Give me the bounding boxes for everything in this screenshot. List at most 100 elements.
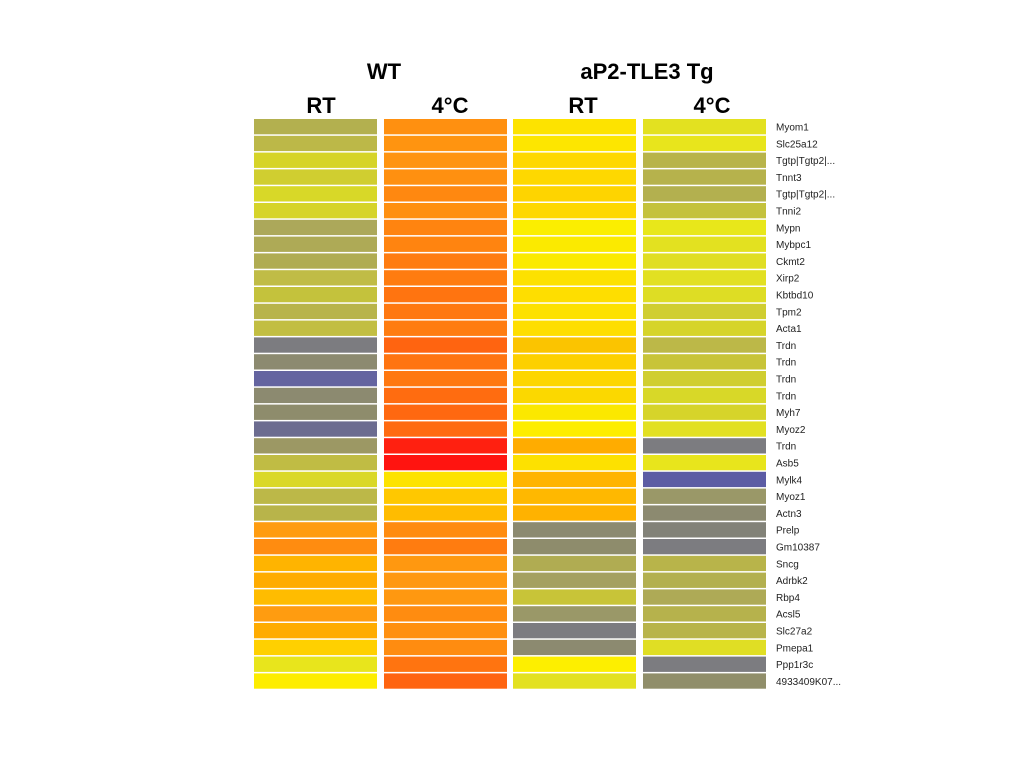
heatmap-cell — [513, 135, 636, 152]
row-label: Sncg — [776, 559, 799, 570]
heatmap-cell — [384, 320, 507, 336]
heatmap-cell — [384, 639, 507, 656]
heatmap-cell — [513, 639, 636, 656]
heatmap-cell — [254, 320, 377, 336]
heatmap-cell — [254, 572, 377, 588]
heatmap-cell — [643, 539, 766, 555]
row-label: Actn3 — [776, 509, 802, 520]
row-label: Mybpc1 — [776, 240, 811, 251]
heatmap-cell — [643, 387, 766, 404]
heatmap-cell — [513, 404, 636, 420]
heatmap-cell — [513, 303, 636, 320]
heatmap-cell — [384, 203, 507, 219]
heatmap-cell — [513, 522, 636, 538]
heatmap-cell — [254, 219, 377, 236]
column-label-1: 4°C — [432, 93, 469, 118]
heatmap-cell — [513, 203, 636, 219]
heatmap-cell — [513, 623, 636, 639]
heatmap-cell — [254, 236, 377, 252]
heatmap-cell — [643, 152, 766, 168]
heatmap-cell — [643, 505, 766, 521]
heatmap-cell — [384, 119, 507, 135]
column-label-3: 4°C — [694, 93, 731, 118]
heatmap-cell — [384, 455, 507, 471]
heatmap-cell — [384, 656, 507, 672]
row-label: Ppp1r3c — [776, 660, 813, 671]
row-label: Trdn — [776, 375, 796, 386]
heatmap-cell — [254, 505, 377, 521]
heatmap-cell — [384, 555, 507, 572]
row-label: Myoz2 — [776, 425, 806, 436]
heatmap-cell — [643, 488, 766, 504]
heatmap-cell — [384, 387, 507, 404]
heatmap-cell — [254, 471, 377, 488]
heatmap-cell — [384, 303, 507, 320]
heatmap-cell — [384, 606, 507, 622]
heatmap-cell — [643, 421, 766, 437]
heatmap-cell — [513, 421, 636, 437]
row-label: Prelp — [776, 526, 800, 537]
row-label: Slc25a12 — [776, 139, 818, 150]
heatmap-cell — [384, 673, 507, 689]
group-labels: WT aP2-TLE3 Tg — [367, 59, 714, 84]
heatmap-cell — [513, 387, 636, 404]
heatmap-cell — [643, 522, 766, 538]
heatmap-cell — [513, 253, 636, 269]
column-label-0: RT — [306, 93, 336, 118]
heatmap-cell — [384, 135, 507, 152]
row-label: Myh7 — [776, 408, 801, 419]
heatmap-cell — [384, 219, 507, 236]
row-label: Trdn — [776, 442, 796, 453]
heatmap-cell — [384, 287, 507, 303]
heatmap-cell — [513, 606, 636, 622]
row-label: Tpm2 — [776, 307, 802, 318]
heatmap-cell — [384, 253, 507, 269]
heatmap-cell — [384, 421, 507, 437]
heatmap-cell — [643, 471, 766, 488]
row-label: Mypn — [776, 223, 800, 234]
heatmap-cell — [513, 270, 636, 286]
heatmap-cell — [384, 354, 507, 370]
heatmap-cell — [384, 471, 507, 488]
row-label: Ckmt2 — [776, 257, 805, 268]
heatmap-cell — [643, 236, 766, 252]
heatmap-cell — [384, 186, 507, 202]
heatmap-cell — [513, 488, 636, 504]
row-label: Tnnt3 — [776, 173, 802, 184]
row-label: Tnni2 — [776, 207, 801, 218]
row-label: Myoz1 — [776, 492, 806, 503]
heatmap-cell — [384, 371, 507, 387]
heatmap-cell — [513, 186, 636, 202]
heatmap-cell — [254, 337, 377, 353]
heatmap-cell — [254, 639, 377, 656]
heatmap-cell — [643, 404, 766, 420]
heatmap-cell — [254, 623, 377, 639]
heatmap-cell — [513, 555, 636, 572]
heatmap-cell — [643, 320, 766, 336]
row-labels: Myom1 Slc25a12 Tgtp|Tgtp2|... Tnnt3 Tgtp|Tgt… — [776, 123, 841, 688]
heatmap-cell — [254, 589, 377, 605]
heatmap-cell — [513, 119, 636, 135]
heatmap-cell — [384, 404, 507, 420]
row-label: 4933409K07... — [776, 677, 841, 688]
heatmap-cell — [643, 438, 766, 454]
heatmap-cell — [513, 438, 636, 454]
heatmap-cell — [254, 656, 377, 672]
heatmap-cell — [513, 539, 636, 555]
heatmap-cell — [254, 438, 377, 454]
heatmap-cell — [254, 522, 377, 538]
heatmap-cell — [254, 606, 377, 622]
heatmap-cell — [513, 287, 636, 303]
group-label-0: WT — [367, 59, 402, 84]
heatmap-cell — [384, 438, 507, 454]
heatmap-cell — [513, 337, 636, 353]
heatmap-cell — [384, 589, 507, 605]
heatmap-cell — [643, 135, 766, 152]
row-label: Slc27a2 — [776, 627, 813, 638]
heatmap-cell — [254, 270, 377, 286]
heatmap-cell — [384, 270, 507, 286]
row-label: Acta1 — [776, 324, 802, 335]
heatmap-cell — [513, 505, 636, 521]
heatmap-cell — [643, 371, 766, 387]
